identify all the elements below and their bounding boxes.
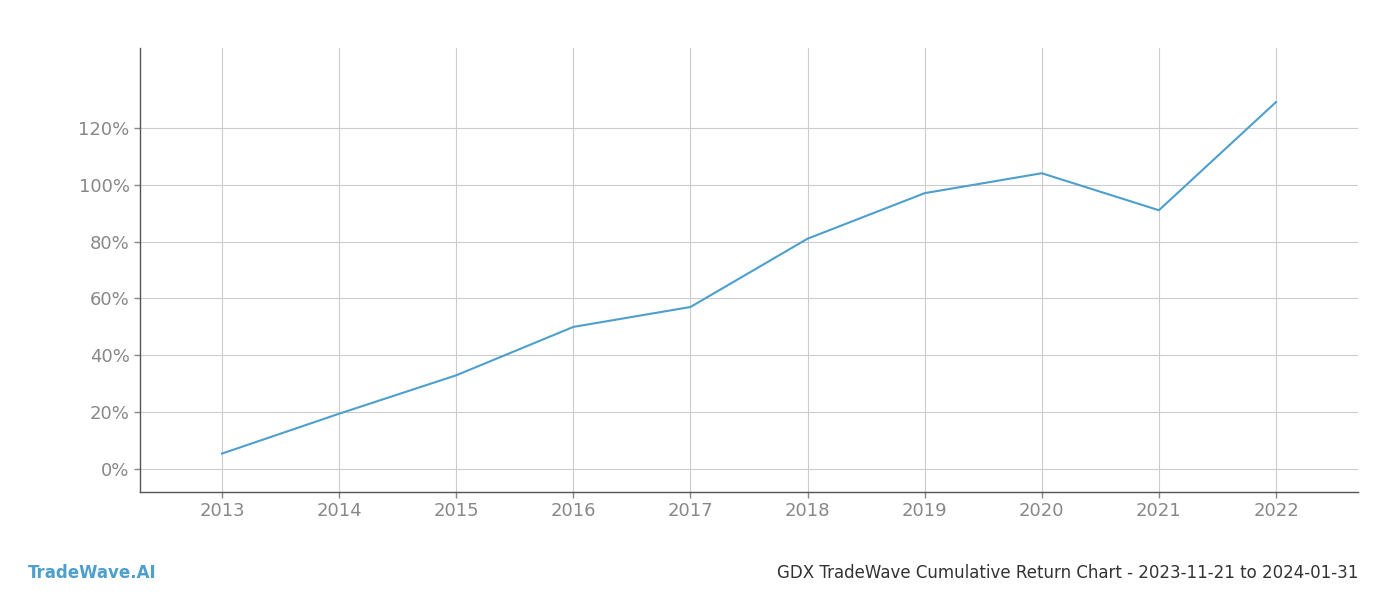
Text: GDX TradeWave Cumulative Return Chart - 2023-11-21 to 2024-01-31: GDX TradeWave Cumulative Return Chart - … (777, 564, 1358, 582)
Text: TradeWave.AI: TradeWave.AI (28, 564, 157, 582)
